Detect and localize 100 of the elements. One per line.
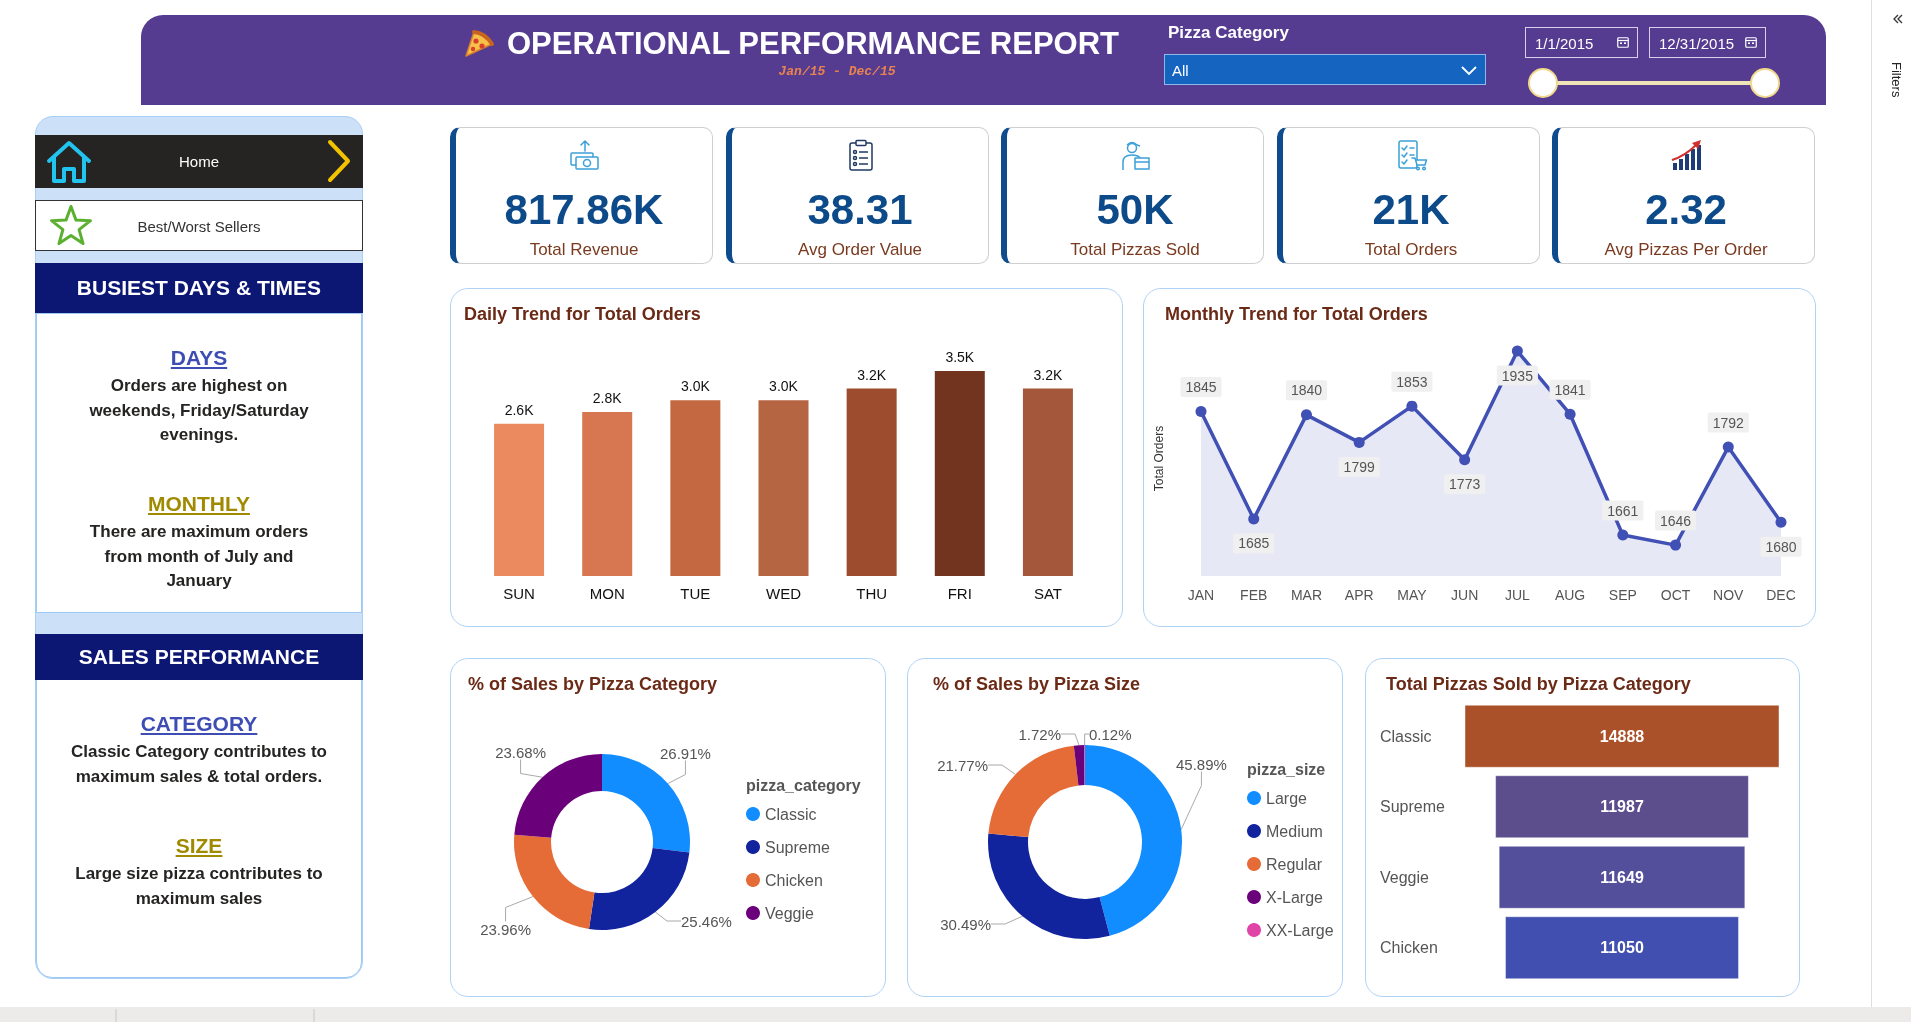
point <box>1511 345 1523 357</box>
text: Pizza Category <box>1168 23 1289 43</box>
x-tick-label: APR <box>1344 587 1374 603</box>
category-label: Supreme <box>1380 798 1446 816</box>
x-tick-label: FRI <box>947 585 972 602</box>
bar <box>670 400 721 576</box>
text: Filters <box>1889 62 1904 98</box>
data-label: 1685 <box>1238 535 1270 552</box>
x-tick-label: AUG <box>1554 587 1586 603</box>
text: 817.86K <box>503 186 665 234</box>
bar <box>582 412 633 576</box>
text: OPERATIONAL PERFORMANCE REPORT <box>507 26 1119 62</box>
data-label: 3.0K <box>769 378 799 395</box>
bar <box>846 388 897 576</box>
x-tick-label: MAY <box>1397 587 1428 603</box>
text: 50K <box>1095 186 1175 234</box>
legend-label: Medium <box>1266 822 1323 840</box>
point <box>1300 409 1312 421</box>
legend-label: XX-Large <box>1266 921 1334 939</box>
chart-title: Daily Trend for Total Orders <box>464 304 701 324</box>
data-label: 1840 <box>1290 382 1323 399</box>
legend-title: pizza_category <box>746 776 861 794</box>
date-field: 1/1/2015 <box>1525 27 1638 58</box>
nav-button: Best/Worst Sellers <box>35 200 363 251</box>
nav-button: Home <box>35 135 363 188</box>
category-label: Classic <box>1380 727 1432 745</box>
x-tick-label: FEB <box>1240 587 1268 603</box>
x-tick-label: NOV <box>1713 587 1745 603</box>
legend-title: pizza_size <box>1247 760 1326 778</box>
data-label: 45.89% <box>1176 755 1227 773</box>
data-label: 1680 <box>1765 538 1797 555</box>
dropdown-field: All <box>1164 54 1486 85</box>
x-tick-label: OCT <box>1660 587 1691 603</box>
text: BUSIEST DAYS & TIMES <box>75 276 323 300</box>
data-label: 14888 <box>1599 727 1645 745</box>
text: Avg Order Value <box>796 240 924 260</box>
data-label: 11649 <box>1600 868 1644 886</box>
text: SIZE <box>174 834 224 858</box>
data-label: 25.46% <box>681 912 732 930</box>
text: 21K <box>1371 186 1451 234</box>
legend-label: Classic <box>765 805 817 823</box>
data-label: 1.72% <box>1018 725 1061 743</box>
bar <box>494 423 545 576</box>
text: Total Pizzas Sold <box>1069 240 1201 260</box>
x-tick-label: MAR <box>1290 587 1323 603</box>
data-label: 1646 <box>1659 512 1692 529</box>
point <box>1248 513 1260 525</box>
text: Jan/15 - Dec/15 <box>777 64 897 79</box>
x-tick-label: THU <box>856 585 888 602</box>
data-label: 3.2K <box>1033 366 1063 383</box>
text: 38.31 <box>806 186 914 234</box>
data-label: 30.49% <box>940 915 991 933</box>
bar <box>758 400 809 576</box>
text: Total Pizzas Sold by Pizza Category <box>1386 674 1691 694</box>
legend-label: Veggie <box>765 904 815 922</box>
data-label: 23.68% <box>495 743 546 761</box>
data-label: 11987 <box>1600 798 1644 816</box>
point <box>1564 408 1576 420</box>
point <box>1722 441 1734 453</box>
y-axis-title: Total Orders <box>1152 425 1166 492</box>
data-label: 1841 <box>1554 381 1586 398</box>
point <box>1353 436 1365 448</box>
chart-title: Monthly Trend for Total Orders <box>1165 304 1428 324</box>
x-tick-label: TUE <box>680 585 711 602</box>
point <box>1459 454 1471 466</box>
bar <box>934 371 985 576</box>
legend-label: Large <box>1266 789 1308 807</box>
text: Orders are highest on weekends, Friday/Saturday evenings. <box>88 375 310 446</box>
text: SALES PERFORMANCE <box>77 645 321 669</box>
chart-title: % of Sales by Pizza Size <box>933 674 1141 694</box>
text: MONTHLY <box>147 492 251 516</box>
data-label: 2.8K <box>592 390 623 406</box>
data-label: 2.6K <box>504 401 535 418</box>
data-label: 1853 <box>1396 373 1428 390</box>
data-label: 11050 <box>1600 939 1644 957</box>
text: Total Revenue <box>528 240 640 260</box>
data-label: 21.77% <box>937 756 988 774</box>
date-field: 12/31/2015 <box>1649 27 1766 58</box>
text: Classic Category contributes to maximum sales & total orders. <box>70 741 328 788</box>
text: Total Orders <box>1363 240 1459 260</box>
point <box>1195 406 1207 417</box>
text: DAYS <box>169 346 229 370</box>
category-label: Veggie <box>1380 868 1430 886</box>
data-label: 1845 <box>1185 379 1217 395</box>
legend-label: Regular <box>1266 855 1323 873</box>
legend-label: Chicken <box>765 871 823 889</box>
category-label: Chicken <box>1380 939 1438 957</box>
data-label: 1773 <box>1449 476 1481 493</box>
data-label: 1935 <box>1501 367 1534 384</box>
data-label: 26.91% <box>660 744 711 762</box>
x-tick-label: JUL <box>1504 587 1531 603</box>
point <box>1406 400 1418 412</box>
data-label: 3.0K <box>680 378 711 395</box>
bar <box>1022 388 1073 576</box>
text: There are maximum orders from month of July and January <box>88 521 310 592</box>
data-label: 3.5K <box>945 349 975 365</box>
data-label: 1661 <box>1607 502 1639 519</box>
x-tick-label: DEC <box>1766 587 1796 603</box>
legend-label: Supreme <box>765 838 831 856</box>
x-tick-label: SUN <box>503 585 535 602</box>
